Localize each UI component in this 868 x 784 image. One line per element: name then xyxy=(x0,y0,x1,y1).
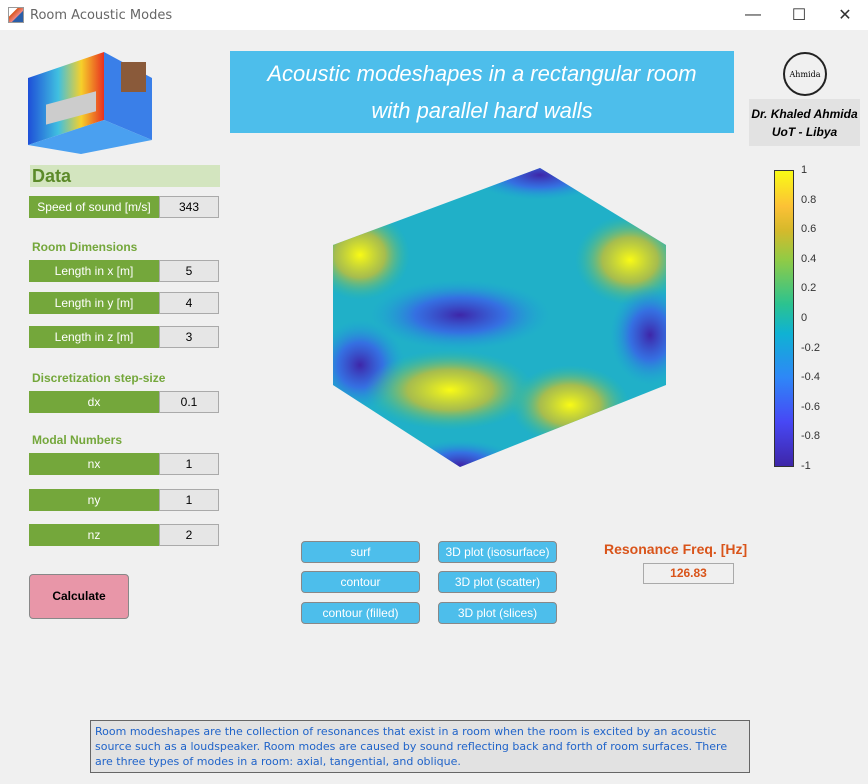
colorbar-tick-label: 0.4 xyxy=(801,252,817,265)
speed-label: Speed of sound [m/s] xyxy=(29,196,159,218)
slices-button[interactable]: 3D plot (slices) xyxy=(438,602,557,624)
length-x-label: Length in x [m] xyxy=(29,260,159,282)
length-z-input[interactable]: 3 xyxy=(159,326,219,348)
window-title: Room Acoustic Modes xyxy=(30,7,173,23)
contour-filled-button[interactable]: contour (filled) xyxy=(301,602,420,624)
data-header: Data xyxy=(30,165,220,187)
banner-line-2: with parallel hard walls xyxy=(371,98,593,123)
length-z-label: Length in z [m] xyxy=(29,326,159,348)
length-x-input[interactable]: 5 xyxy=(159,260,219,282)
author-name: Dr. Khaled Ahmida xyxy=(751,107,858,121)
colorbar-tick-label: 1 xyxy=(801,164,808,176)
author-box: Dr. Khaled Ahmida UoT - Libya xyxy=(749,99,860,146)
colorbar-tick-label: -0.8 xyxy=(801,430,820,443)
nz-label: nz xyxy=(29,524,159,546)
colorbar xyxy=(774,170,794,467)
ny-label: ny xyxy=(29,489,159,511)
maximize-button[interactable]: ☐ xyxy=(791,7,807,24)
surf-button[interactable]: surf xyxy=(301,541,420,563)
minimize-button[interactable]: — xyxy=(745,6,761,23)
dx-label: dx xyxy=(29,391,159,413)
room-illustration xyxy=(28,52,152,154)
app-banner: Acoustic modeshapes in a rectangular roo… xyxy=(230,51,734,133)
length-y-label: Length in y [m] xyxy=(29,292,159,314)
author-affiliation: UoT - Libya xyxy=(771,125,838,139)
colorbar-tick-label: 0.6 xyxy=(801,223,817,236)
colorbar-tick-label: 0 xyxy=(801,312,808,324)
speed-input[interactable]: 343 xyxy=(159,196,219,218)
colorbar-tick-label: -0.4 xyxy=(801,371,820,384)
colorbar-tick-label: 0.2 xyxy=(801,282,817,295)
close-button[interactable]: ✕ xyxy=(838,7,852,24)
contour-button[interactable]: contour xyxy=(301,571,420,593)
colorbar-tick-label: -0.6 xyxy=(801,400,820,413)
dx-input[interactable]: 0.1 xyxy=(159,391,219,413)
title-bar: Room Acoustic Modes — ☐ ✕ xyxy=(0,0,868,30)
nx-input[interactable]: 1 xyxy=(159,453,219,475)
nx-label: nx xyxy=(29,453,159,475)
discretization-header: Discretization step-size xyxy=(32,371,166,385)
room-dimensions-header: Room Dimensions xyxy=(32,240,138,254)
length-y-input[interactable]: 4 xyxy=(159,292,219,314)
description-text: Room modeshapes are the collection of re… xyxy=(90,720,750,773)
ny-input[interactable]: 1 xyxy=(159,489,219,511)
isosurface-button[interactable]: 3D plot (isosurface) xyxy=(438,541,557,563)
modal-numbers-header: Modal Numbers xyxy=(32,433,123,447)
nz-input[interactable]: 2 xyxy=(159,524,219,546)
scatter-button[interactable]: 3D plot (scatter) xyxy=(438,571,557,593)
banner-line-1: Acoustic modeshapes in a rectangular roo… xyxy=(267,61,697,86)
colorbar-tick-label: -0.2 xyxy=(801,341,820,354)
matlab-icon xyxy=(8,7,24,23)
logo-text: Ahmida xyxy=(789,69,821,79)
author-logo: Ahmida xyxy=(783,52,827,96)
colorbar-tick-label: -1 xyxy=(801,460,811,472)
calculate-button[interactable]: Calculate xyxy=(29,574,129,619)
modeshape-3d-plot xyxy=(333,168,666,467)
colorbar-tick-label: 0.8 xyxy=(801,193,817,206)
resonance-freq-label: Resonance Freq. [Hz] xyxy=(604,541,748,557)
resonance-freq-value: 126.83 xyxy=(643,563,734,584)
